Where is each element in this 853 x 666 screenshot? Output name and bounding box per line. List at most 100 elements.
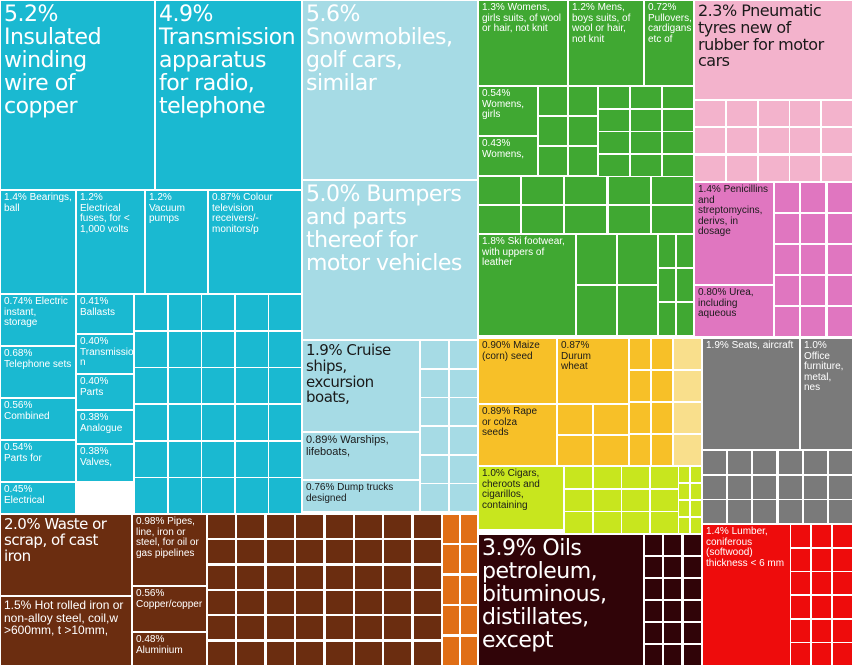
cell-combined: 0.56% Combined — [0, 398, 76, 440]
treemap-small-cell — [726, 127, 758, 154]
cell-office-furniture: 1.0% Office furniture, metal, nes — [800, 338, 853, 450]
treemap-small-cell — [449, 455, 478, 484]
treemap-small-cell — [673, 338, 702, 370]
treemap-small-cell — [266, 590, 295, 615]
treemap-small-cell — [576, 285, 617, 336]
treemap-small-cell — [413, 615, 442, 640]
treemap-small-cell — [325, 641, 354, 666]
treemap-small-cell — [325, 514, 354, 539]
treemap-small-cell — [383, 514, 412, 539]
treemap-small-cell — [629, 434, 651, 466]
treemap-small-cell — [617, 285, 658, 336]
treemap-small-cell — [134, 331, 168, 368]
treemap-small-cell — [774, 182, 800, 213]
treemap-small-cell — [268, 367, 302, 404]
treemap-small-cell — [521, 176, 564, 205]
treemap-small-cell — [827, 213, 853, 244]
treemap-small-cell — [663, 556, 682, 578]
treemap-small-cell — [690, 500, 702, 517]
treemap-small-cell — [266, 615, 295, 640]
treemap-small-cell — [621, 466, 650, 489]
treemap-small-cell — [727, 450, 752, 475]
cell-label: 0.89% Rape or colza seeds — [482, 406, 538, 438]
treemap-small-cell — [134, 477, 168, 514]
treemap-small-cell — [811, 595, 832, 619]
treemap-small-cell — [266, 514, 295, 539]
treemap-small-cell — [651, 402, 673, 434]
treemap-small-cell — [413, 641, 442, 666]
treemap-small-cell — [134, 367, 168, 404]
treemap-small-cell — [235, 367, 269, 404]
treemap-small-cell — [354, 590, 383, 615]
treemap-small-cell — [325, 539, 354, 564]
cell-label: 0.76% Dump trucks designed — [306, 482, 394, 504]
cell-label: 4.9% Transmission apparatus for radio, t… — [159, 2, 296, 120]
cell-label: 1.2% Mens, boys suits, of wool or hair, … — [572, 2, 631, 45]
treemap-small-cell — [235, 477, 269, 514]
treemap-small-cell — [442, 514, 460, 544]
treemap-small-cell — [662, 131, 694, 154]
treemap-small-cell — [676, 268, 694, 302]
cell-womens-054: 0.54% Womens, girls — [478, 86, 538, 136]
treemap-small-cell — [702, 499, 727, 524]
treemap-small-cell — [662, 109, 694, 132]
treemap-small-cell — [678, 517, 690, 534]
cell-durum: 0.87% Durum wheat — [557, 338, 629, 404]
cell-maize: 0.90% Maize (corn) seed — [478, 338, 557, 404]
treemap-small-cell — [460, 575, 478, 605]
cell-label: 1.9% Cruise ships, excursion boats, — [306, 341, 391, 407]
treemap-small-cell — [268, 294, 302, 331]
cell-oils: 3.9% Oils petroleum, bituminous, distill… — [478, 534, 644, 666]
cell-penicillins: 1.4% Penicillins and streptomycins, deri… — [694, 182, 774, 285]
treemap-small-cell — [752, 499, 777, 524]
treemap-small-cell — [811, 524, 832, 548]
treemap-small-cell — [694, 100, 726, 127]
cell-ballasts: 0.41% Ballasts — [76, 294, 134, 334]
cell-label: 1.4% Bearings, ball — [4, 192, 72, 214]
treemap-small-cell — [650, 489, 679, 512]
cell-label: 0.87% Durum wheat — [561, 340, 592, 372]
treemap-small-cell — [832, 571, 853, 595]
cell-parts-054: 0.54% Parts for — [0, 440, 76, 482]
cell-tv-receivers: 0.87% Colour television receivers/-monit… — [208, 190, 302, 294]
treemap-small-cell — [629, 402, 651, 434]
treemap-small-cell — [201, 331, 235, 368]
cell-label: 0.48% Aluminium — [136, 634, 183, 656]
treemap-small-cell — [789, 155, 821, 182]
treemap-small-cell — [235, 294, 269, 331]
treemap-small-cell — [460, 514, 478, 544]
treemap-small-cell — [383, 539, 412, 564]
cell-rape: 0.89% Rape or colza seeds — [478, 404, 557, 466]
treemap-small-cell — [821, 155, 853, 182]
treemap-small-cell — [778, 475, 803, 500]
cell-label: 1.0% Cigars, cheroots and cigarillos, co… — [482, 468, 540, 511]
treemap-small-cell — [790, 619, 811, 643]
cell-valves: 0.38% Valves, — [76, 444, 134, 482]
treemap-small-cell — [828, 475, 853, 500]
treemap-small-cell — [478, 205, 521, 234]
cell-waste-scrap: 2.0% Waste or scrap, of cast iron — [0, 514, 132, 596]
cell-label: 0.80% Urea, including aqueous — [698, 287, 754, 319]
cell-label: 0.68% Telephone sets — [4, 348, 72, 370]
treemap-small-cell — [832, 595, 853, 619]
cell-telephone-sets: 0.68% Telephone sets — [0, 346, 76, 398]
treemap-small-cell — [593, 511, 622, 534]
treemap-small-cell — [608, 205, 651, 234]
treemap-small-cell — [827, 275, 853, 306]
treemap-small-cell — [168, 441, 202, 478]
cell-ski-footwear: 1.8% Ski footwear, with uppers of leathe… — [478, 234, 576, 336]
treemap-small-cell — [758, 155, 790, 182]
treemap-small-cell — [413, 514, 442, 539]
treemap-small-cell — [608, 176, 651, 205]
cell-aluminium: 0.48% Aluminium — [132, 632, 207, 666]
treemap-small-cell — [663, 534, 682, 556]
cell-womens-suits: 1.3% Womens, girls suits, of wool or hai… — [478, 0, 568, 86]
treemap-small-cell — [774, 275, 800, 306]
treemap-small-cell — [557, 435, 593, 466]
treemap-small-cell — [621, 511, 650, 534]
cell-parts-040: 0.40% Parts — [76, 374, 134, 410]
treemap-small-cell — [694, 155, 726, 182]
treemap-small-cell — [752, 475, 777, 500]
treemap-small-cell — [413, 565, 442, 590]
